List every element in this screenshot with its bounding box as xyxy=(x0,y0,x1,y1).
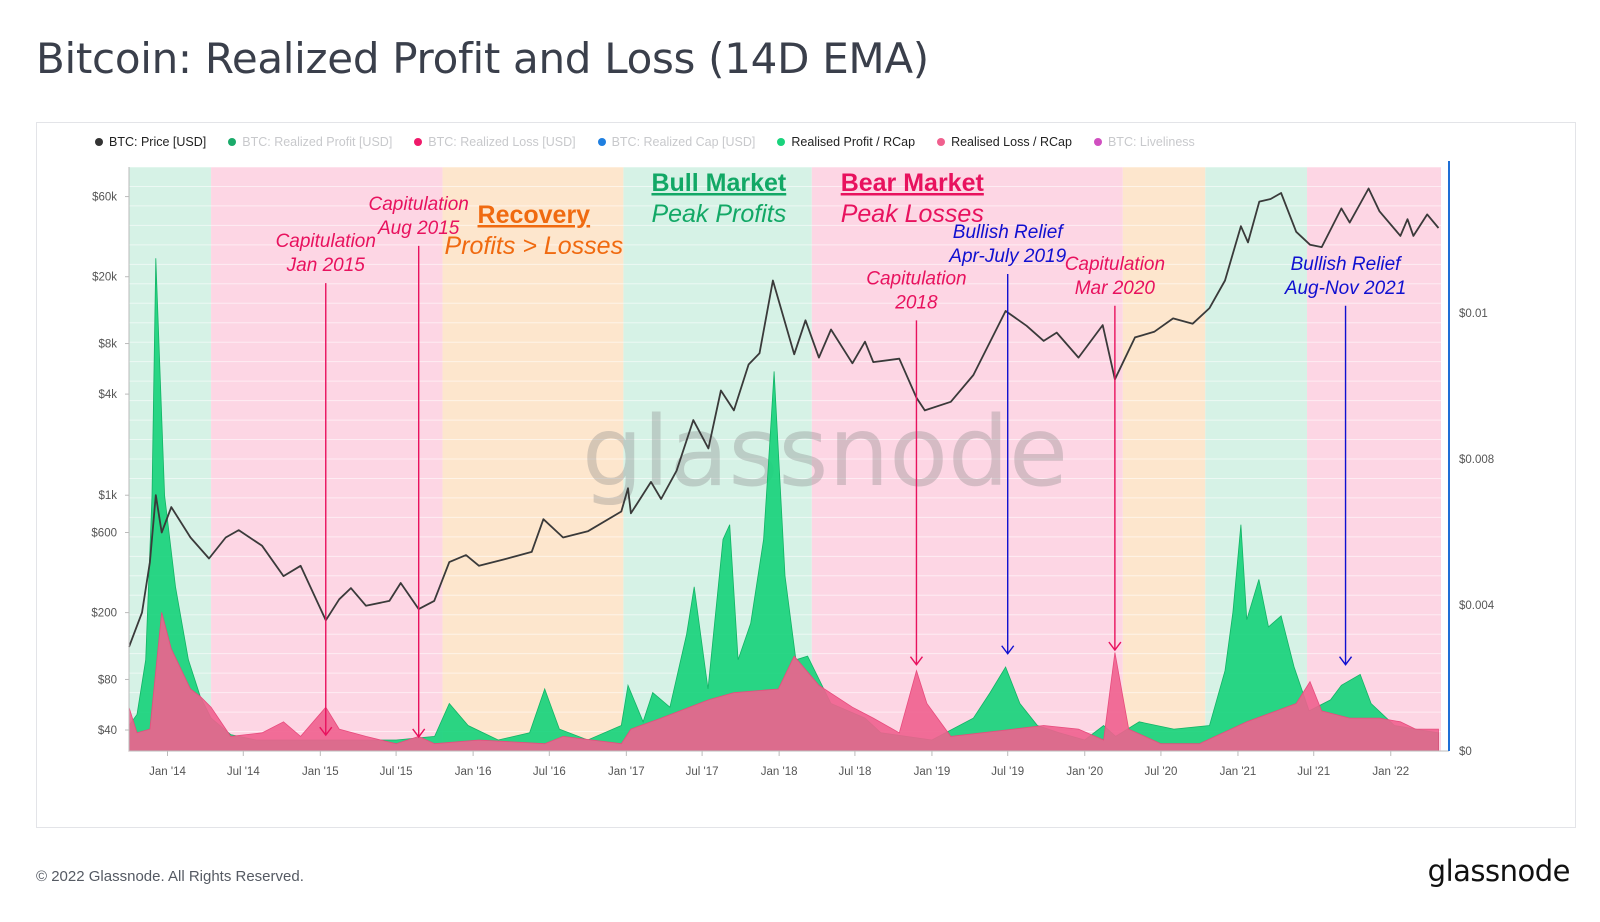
phase-heading-bull-market: Bull Market xyxy=(651,169,786,197)
legend-item[interactable]: BTC: Price [USD] xyxy=(95,135,206,149)
x-tick-label: Jan '22 xyxy=(1372,766,1409,778)
phase-subheading: Peak Losses xyxy=(841,200,984,228)
y-right-tick-label: $0 xyxy=(1459,746,1472,758)
y-left-tick-label: $200 xyxy=(91,608,117,620)
x-tick-label: Jan '18 xyxy=(761,766,798,778)
legend-item[interactable]: BTC: Realized Profit [USD] xyxy=(228,135,392,149)
annotation-arrowhead-icon xyxy=(319,726,333,737)
x-tick-label: Jan '16 xyxy=(455,766,492,778)
legend-label: Realised Loss / RCap xyxy=(951,135,1072,149)
x-tick-label: Jul '20 xyxy=(1144,766,1177,778)
annotation-text: Mar 2020 xyxy=(1075,278,1156,299)
chart-panel: BTC: Price [USD] BTC: Realized Profit [US… xyxy=(36,122,1576,828)
legend-label: BTC: Liveliness xyxy=(1107,135,1195,149)
phase-subheading: Profits > Losses xyxy=(445,232,624,260)
legend-item[interactable]: BTC: Realized Cap [USD] xyxy=(597,135,756,149)
y-left-tick-label: $4k xyxy=(98,389,117,401)
phase-heading-recovery: Recovery xyxy=(478,201,591,229)
y-left-tick-label: $60k xyxy=(92,192,117,204)
brand-logo[interactable]: glassnode xyxy=(1427,854,1571,888)
annotation-text: Aug-Nov 2021 xyxy=(1284,278,1406,299)
annotation: Bullish Relief Aug-Nov 2021 xyxy=(1284,254,1406,666)
x-tick-label: Jan '17 xyxy=(608,766,645,778)
annotation: Capitulation 2018 xyxy=(866,268,967,666)
y-left-tick-label: $20k xyxy=(92,272,117,284)
x-tick-label: Jul '15 xyxy=(380,766,413,778)
annotation-text: Bullish Relief xyxy=(1291,254,1403,275)
annotation-arrowhead-icon xyxy=(909,656,924,666)
x-tick-label: Jul '16 xyxy=(533,766,566,778)
legend-dot-icon xyxy=(414,138,423,146)
annotation-text: Capitulation xyxy=(1065,254,1165,275)
chart-legend: BTC: Price [USD] BTC: Realized Profit [US… xyxy=(95,135,1555,149)
legend-item[interactable]: BTC: Realized Loss [USD] xyxy=(414,135,576,149)
annotation: Capitulation Mar 2020 xyxy=(1065,254,1165,652)
annotation-text: Jan 2015 xyxy=(286,255,366,276)
legend-label: BTC: Realized Cap [USD] xyxy=(611,135,756,149)
annotation-arrowhead-icon xyxy=(1338,656,1353,666)
realised-loss-area xyxy=(128,612,1439,752)
btc-price-line xyxy=(128,187,1440,648)
legend-dot-icon xyxy=(95,138,103,146)
legend-item[interactable]: Realised Profit / RCap xyxy=(777,135,915,149)
y-right-tick-label: $0.004 xyxy=(1459,600,1495,612)
x-tick-label: Jan '21 xyxy=(1220,766,1257,778)
annotation-text: Bullish Relief xyxy=(953,222,1065,243)
annotation: Capitulation Aug 2015 xyxy=(369,194,469,739)
x-tick-label: Jan '19 xyxy=(914,766,951,778)
x-tick-label: Jul '21 xyxy=(1297,766,1330,778)
chart-plot[interactable]: glassnode $40 $80 $200 $600 $1k $4k $8k $20k $60k… xyxy=(37,123,1575,827)
y-left-tick-label: $40 xyxy=(98,725,117,737)
annotation-arrowhead-icon xyxy=(1001,645,1015,655)
phase-subheading: Peak Profits xyxy=(651,200,786,228)
annotation-text: Capitulation xyxy=(369,194,469,215)
legend-dot-icon xyxy=(777,138,786,146)
legend-dot-icon xyxy=(228,138,237,146)
legend-dot-icon xyxy=(597,138,606,146)
y-right-tick-label: $0.008 xyxy=(1459,454,1494,466)
legend-label: BTC: Realized Profit [USD] xyxy=(242,135,393,149)
legend-label: BTC: Price [USD] xyxy=(109,135,207,149)
copyright-footer: © 2022 Glassnode. All Rights Reserved. xyxy=(36,868,304,885)
annotation-text: Aug 2015 xyxy=(377,218,460,239)
watermark-text: glassnode xyxy=(582,396,1068,508)
chart-title: Bitcoin: Realized Profit and Loss (14D E… xyxy=(36,34,929,83)
y-left-tick-label: $1k xyxy=(98,490,117,502)
legend-dot-icon xyxy=(1093,138,1102,146)
legend-label: BTC: Realized Loss [USD] xyxy=(428,135,576,149)
y-right-tick-label: $0.01 xyxy=(1459,308,1488,320)
annotation: Capitulation Jan 2015 xyxy=(276,231,376,737)
x-tick-label: Jan '15 xyxy=(302,766,339,778)
phase-heading-bear-market: Bear Market xyxy=(841,169,985,197)
annotation-text: Capitulation xyxy=(276,231,376,252)
y-left-tick-label: $8k xyxy=(98,339,117,351)
annotation-arrowhead-icon xyxy=(412,728,426,739)
x-tick-label: Jul '18 xyxy=(838,766,871,778)
annotation: Bullish Relief Apr-July 2019 xyxy=(948,222,1067,655)
legend-item[interactable]: BTC: Liveliness xyxy=(1093,135,1195,149)
x-tick-label: Jan '20 xyxy=(1066,766,1103,778)
x-tick-label: Jul '17 xyxy=(686,766,719,778)
y-left-tick-label: $600 xyxy=(91,527,117,539)
legend-dot-icon xyxy=(937,138,946,146)
x-tick-label: Jul '14 xyxy=(227,766,260,778)
annotation-text: Apr-July 2019 xyxy=(948,246,1066,267)
x-tick-label: Jan '14 xyxy=(149,766,186,778)
annotation-arrowhead-icon xyxy=(1108,641,1122,652)
legend-item[interactable]: Realised Loss / RCap xyxy=(937,135,1072,149)
legend-label: Realised Profit / RCap xyxy=(791,135,916,149)
x-tick-label: Jul '19 xyxy=(991,766,1024,778)
y-left-tick-label: $80 xyxy=(98,674,117,686)
annotation-text: Capitulation xyxy=(866,268,966,289)
annotation-text: 2018 xyxy=(894,292,938,313)
